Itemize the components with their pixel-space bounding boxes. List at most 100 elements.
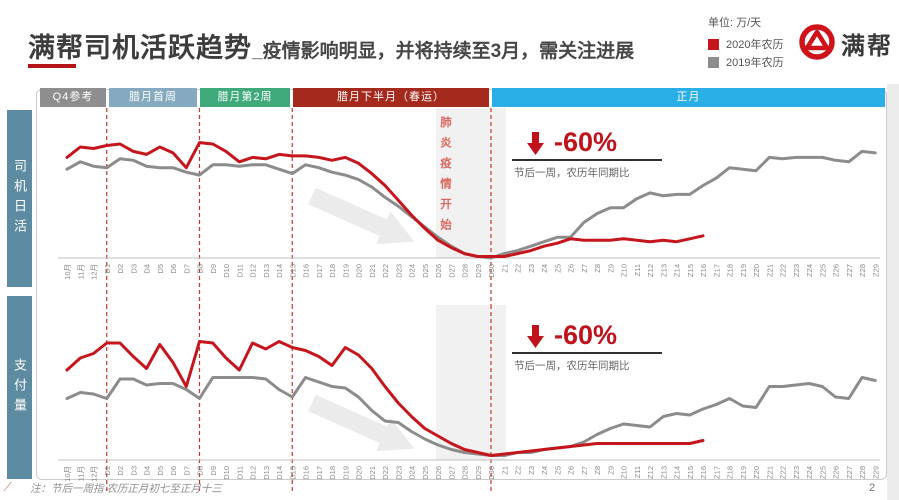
- x-tick-label: Z12: [646, 264, 655, 277]
- legend-item-2019: 2019年农历: [708, 54, 783, 70]
- x-tick-label: D5: [156, 264, 165, 274]
- x-tick-label: Z4: [540, 264, 549, 273]
- x-tick-label: 11月: [76, 264, 85, 279]
- down-arrow-icon: [527, 132, 544, 155]
- x-tick-label: 12月: [90, 466, 99, 482]
- x-tick-label: 10月: [63, 264, 72, 280]
- x-tick-label: Z8: [593, 264, 602, 273]
- x-tick-label: D13: [262, 466, 271, 480]
- x-tick-label: D14: [275, 264, 284, 278]
- x-tick-label: D6: [169, 466, 178, 476]
- legend-swatch-2019: [708, 56, 719, 68]
- x-tick-label: Z10: [620, 466, 629, 479]
- x-tick-label: D9: [209, 466, 218, 476]
- slide-subtitle: _疫情影响明显，并将持续至3月，需关注进展: [252, 41, 635, 62]
- x-tick-label: D16: [302, 264, 311, 278]
- x-tick-label: D11: [235, 466, 244, 479]
- x-tick-label: D7: [182, 466, 191, 476]
- down-arrow-icon: [527, 325, 544, 348]
- x-tick-label: D21: [368, 466, 377, 480]
- x-tick-label: Z15: [686, 466, 695, 479]
- x-tick-label: D20: [355, 466, 364, 480]
- x-tick-label: D29: [474, 264, 483, 278]
- x-tick-label: Z13: [659, 264, 668, 277]
- phase-band: 腊月首周: [109, 88, 197, 107]
- x-tick-label: D9: [209, 264, 218, 274]
- series-line-2020年农历: [65, 340, 705, 457]
- x-tick-label: D28: [461, 466, 470, 480]
- x-tick-label: Z23: [792, 264, 801, 277]
- x-tick-label: Z9: [606, 466, 615, 475]
- annotation-daily-active: -60% 节后一周，农历年同期比: [512, 128, 662, 180]
- daily-active-chart: 10月 11月 12月 D1 D2 D3 D4 D5 D6 D7 D8 D9 D10 D11 D12 D13 D…: [58, 108, 880, 305]
- x-tick-label: Z21: [765, 466, 774, 479]
- x-tick-label: Z11: [633, 466, 642, 478]
- page-number: 2: [869, 482, 876, 494]
- x-tick-label: Z7: [580, 264, 589, 273]
- x-tick-label: D18: [328, 264, 337, 278]
- x-tick-label: Z5: [553, 466, 562, 475]
- x-tick-label: Z10: [620, 264, 629, 277]
- x-tick-label: Z6: [567, 466, 576, 475]
- drop-percent-value: -60%: [554, 320, 618, 350]
- x-tick-label: D22: [381, 466, 390, 480]
- footnote: 注：节后一周指 农历正月初七至正月十三: [30, 483, 222, 495]
- x-tick-label: Z15: [686, 264, 695, 277]
- epidemic-shaded-zone: [436, 305, 506, 460]
- x-tick-label: D30: [487, 466, 496, 480]
- x-tick-label: Z5: [553, 264, 562, 273]
- x-tick-label: D25: [421, 264, 430, 278]
- x-tick-label: Z19: [739, 264, 748, 277]
- x-tick-label: Z17: [712, 466, 721, 479]
- x-tick-label: D19: [341, 264, 350, 278]
- footnote-slash-icon: ∕: [7, 479, 10, 494]
- x-tick-label: Z14: [673, 466, 682, 479]
- x-tick-label: D1: [103, 466, 112, 476]
- x-tick-label: D23: [394, 466, 403, 480]
- phase-band: Q4参考: [40, 88, 106, 107]
- legend-label-2020: 2020年农历: [726, 39, 784, 51]
- drop-percent-caption: 节后一周，农历年同期比: [514, 360, 630, 372]
- legend-label-2019: 2019年农历: [726, 57, 784, 69]
- x-tick-label: 10月: [63, 466, 72, 482]
- x-tick-label: 11月: [76, 466, 85, 481]
- annotation-payment-volume: -60% 节后一周，农历年同期比: [512, 321, 662, 373]
- x-tick-label: Z18: [726, 264, 735, 277]
- x-tick-label: Z19: [739, 466, 748, 479]
- x-tick-label: Z29: [871, 466, 880, 479]
- logo-text: 满帮: [841, 33, 893, 60]
- x-tick-label: D15: [288, 466, 297, 480]
- x-tick-label: D3: [129, 264, 138, 274]
- x-tick-label: Z12: [646, 466, 655, 479]
- x-tick-label: D27: [447, 264, 456, 278]
- x-tick-label: Z25: [818, 264, 827, 277]
- x-tick-label: D16: [302, 466, 311, 480]
- x-tick-label: Z26: [832, 264, 841, 277]
- x-tick-label: D5: [156, 466, 165, 476]
- x-tick-label: D22: [381, 264, 390, 278]
- drop-percent-value: -60%: [554, 127, 618, 157]
- x-tick-label: D19: [341, 466, 350, 480]
- x-tick-label: Z20: [752, 264, 761, 277]
- x-tick-label: D4: [143, 466, 152, 476]
- x-tick-label: D20: [355, 264, 364, 278]
- x-tick-label: Z11: [633, 264, 642, 276]
- x-tick-label: D18: [328, 466, 337, 480]
- x-tick-label: D4: [143, 264, 152, 274]
- x-tick-label: D2: [116, 466, 125, 476]
- x-tick-label: Z2: [514, 264, 523, 273]
- slide-title: 满帮司机活跃趋势: [28, 33, 252, 63]
- x-tick-label: Z23: [792, 466, 801, 479]
- x-tick-label: Z21: [765, 264, 774, 277]
- x-tick-label: D29: [474, 466, 483, 480]
- series-line-2020年农历: [65, 141, 705, 258]
- phase-band: 腊月第2周: [200, 88, 290, 107]
- x-tick-label: Z7: [580, 466, 589, 475]
- x-tick-label: D11: [235, 264, 244, 277]
- x-tick-label: D12: [249, 466, 258, 480]
- x-tick-label: D3: [129, 466, 138, 476]
- downtrend-arrow-icon: [308, 187, 415, 245]
- x-tick-label: Z16: [699, 466, 708, 479]
- x-tick-label: Z24: [805, 466, 814, 479]
- x-tick-label: Z24: [805, 264, 814, 277]
